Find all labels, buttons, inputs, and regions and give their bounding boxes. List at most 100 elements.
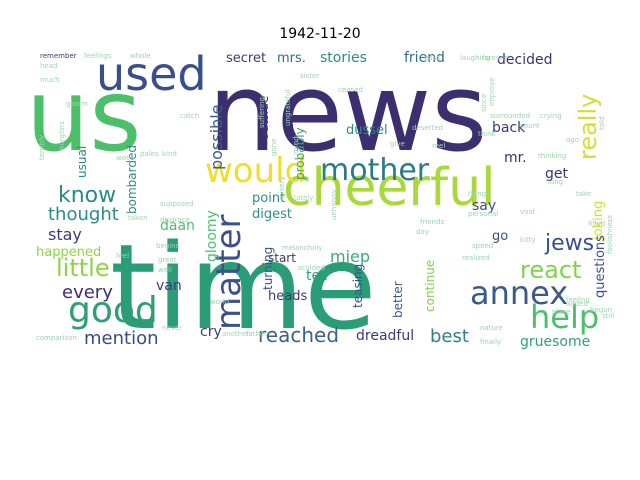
cloud-word: really: [574, 94, 602, 160]
cloud-word: taken: [128, 214, 148, 222]
cloud-word: long: [548, 178, 563, 186]
cloud-word: teasing: [351, 264, 365, 308]
cloud-word: dreadful: [356, 328, 414, 344]
cloud-word: mother: [320, 153, 430, 188]
cloud-word: still: [602, 312, 614, 320]
cloud-word: used: [96, 47, 207, 101]
cloud-word: gloom: [66, 100, 88, 108]
cloud-word: spend: [472, 242, 493, 250]
cloud-word: melancholy: [282, 244, 322, 252]
cloud-word: outside: [257, 96, 271, 140]
cloud-word: personal: [468, 210, 498, 218]
cloud-word: mrs.: [277, 51, 306, 66]
cloud-word: another: [222, 330, 249, 338]
cloud-word: day: [416, 228, 429, 236]
cloud-word: heads: [268, 289, 307, 304]
cloud-word: laughing: [460, 54, 490, 62]
cloud-word: pales: [140, 150, 159, 158]
cloud-word: news: [208, 51, 488, 176]
cloud-word: catch: [180, 112, 199, 120]
cloud-word: feeling: [566, 296, 590, 304]
cloud-word: thinking: [538, 152, 566, 160]
cloud-word: place: [552, 308, 571, 316]
cloud-word: filled: [588, 220, 605, 228]
cloud-word: disgrace: [160, 216, 190, 224]
cloud-word: mind: [292, 136, 300, 154]
cloud-word: digest: [252, 207, 292, 222]
cloud-word: misery: [278, 176, 286, 200]
cloud-word: jews: [544, 231, 594, 256]
cloud-word: much: [40, 76, 60, 84]
cloud-word: possible: [207, 104, 226, 170]
cloud-word: crying: [540, 112, 562, 120]
cloud-word: forever: [482, 54, 507, 62]
cloud-word: begins: [156, 242, 180, 250]
cloud-word: turning: [261, 247, 275, 290]
cloud-word: usual: [75, 146, 89, 178]
cloud-word: gruesome: [520, 334, 590, 350]
cloud-word: deserted: [412, 124, 443, 132]
cloud-word: react: [520, 256, 581, 284]
cloud-word: feelings: [84, 52, 112, 60]
cloud-word: woes: [116, 154, 134, 162]
chart-title: 1942-11-20: [279, 26, 361, 42]
cloud-word: would: [205, 151, 306, 191]
cloud-word: gone: [270, 139, 278, 156]
cloud-word: comparison: [36, 334, 77, 342]
cloud-word: begun: [590, 306, 612, 314]
cloud-word: remember: [40, 52, 77, 60]
cloud-word: joking: [591, 201, 606, 241]
cloud-word: us: [26, 57, 141, 174]
cloud-word: tell: [306, 268, 328, 284]
cloud-word: good: [68, 290, 158, 331]
cloud-word: miep: [330, 247, 370, 266]
cloud-word: friends: [420, 218, 444, 226]
cloud-word: head: [40, 62, 57, 70]
cloud-word: unhappy: [330, 189, 338, 220]
cloud-word: questions: [593, 235, 608, 298]
cloud-word: mention: [84, 328, 159, 349]
cloud-word: feel: [116, 252, 129, 260]
cloud-word: secret: [226, 51, 266, 66]
cloud-word: best: [430, 326, 469, 347]
cloud-word: friend: [404, 50, 445, 66]
cloud-word: point: [252, 191, 285, 206]
cloud-word: thought: [48, 204, 119, 225]
cloud-word: realized: [462, 254, 490, 262]
cloud-word: help: [530, 298, 599, 336]
cloud-word: never: [162, 324, 182, 332]
cloud-word: mr.: [504, 150, 527, 166]
cloud-word: added: [566, 300, 588, 308]
cloud-word: every: [62, 282, 113, 303]
cloud-word: finally: [480, 338, 501, 346]
cloud-word: happened: [36, 245, 101, 260]
cloud-word: great: [158, 256, 177, 264]
cloud-word: father: [246, 330, 267, 338]
cloud-word: stay: [48, 225, 82, 244]
cloud-word: think: [478, 130, 497, 138]
cloud-word: ungrateful: [284, 90, 292, 126]
cloud-word: told: [598, 117, 606, 130]
cloud-word: daan: [160, 218, 195, 234]
cloud-word: pass: [424, 54, 440, 62]
cloud-word: matter: [209, 214, 249, 330]
cloud-word: cry: [200, 324, 222, 340]
cloud-word: give: [390, 140, 405, 148]
cloud-word: terribly: [38, 135, 46, 160]
cloud-word: scolded: [298, 264, 325, 272]
cloud-word: know: [58, 183, 116, 208]
cloud-word: lately: [294, 194, 313, 202]
cloud-word: count: [520, 122, 540, 130]
cloud-word: foolishness: [606, 215, 614, 254]
cloud-word: little: [56, 254, 110, 282]
cloud-word: time: [110, 218, 377, 356]
cloud-word: things: [468, 190, 490, 198]
cloud-word: dussel: [346, 123, 388, 138]
cloud-word: kitty: [520, 236, 536, 244]
cloud-word: sister: [300, 72, 319, 80]
cloud-word: stories: [320, 50, 367, 66]
cloud-word: go: [492, 229, 508, 244]
cloud-word: start: [268, 251, 296, 265]
cloud-word: cheerful: [283, 158, 496, 218]
